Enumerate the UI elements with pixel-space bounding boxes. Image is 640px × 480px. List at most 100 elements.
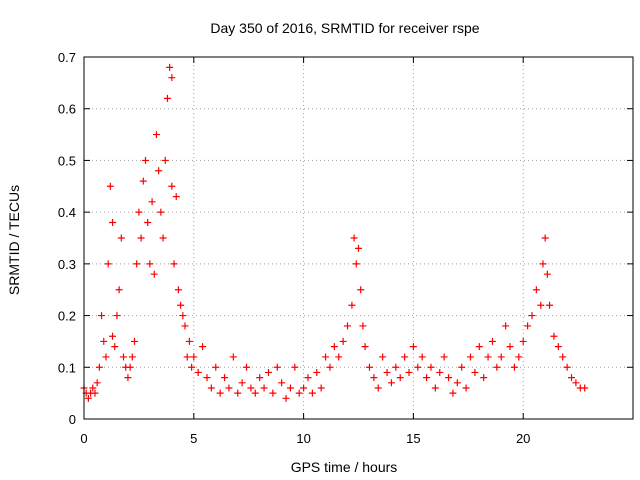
y-tick-label: 0.4 bbox=[58, 205, 76, 220]
data-point bbox=[181, 322, 189, 330]
data-point bbox=[466, 353, 474, 361]
data-point bbox=[229, 353, 237, 361]
data-point bbox=[234, 389, 242, 397]
data-point bbox=[190, 353, 198, 361]
data-point bbox=[431, 384, 439, 392]
data-point bbox=[359, 322, 367, 330]
data-point bbox=[286, 384, 294, 392]
data-point bbox=[493, 363, 501, 371]
data-point bbox=[519, 337, 527, 345]
data-point bbox=[339, 337, 347, 345]
data-point bbox=[543, 270, 551, 278]
data-point bbox=[414, 363, 422, 371]
data-point bbox=[502, 322, 510, 330]
data-point bbox=[113, 312, 121, 320]
data-point bbox=[183, 353, 191, 361]
y-axis-title: SRMTID / TECUs bbox=[6, 185, 22, 295]
data-point bbox=[216, 389, 224, 397]
data-point bbox=[370, 374, 378, 382]
data-point bbox=[137, 234, 145, 242]
data-point bbox=[100, 337, 108, 345]
data-point bbox=[423, 374, 431, 382]
data-point bbox=[497, 353, 505, 361]
data-point bbox=[144, 218, 152, 226]
data-point bbox=[150, 270, 158, 278]
data-point bbox=[396, 374, 404, 382]
x-tick-label: 0 bbox=[80, 431, 87, 446]
data-point bbox=[203, 374, 211, 382]
data-point bbox=[317, 384, 325, 392]
data-point bbox=[278, 379, 286, 387]
data-point bbox=[109, 332, 117, 340]
data-point bbox=[102, 353, 110, 361]
chart-title: Day 350 of 2016, SRMTID for receiver rsp… bbox=[210, 20, 479, 36]
data-point bbox=[563, 363, 571, 371]
data-point bbox=[524, 322, 532, 330]
data-point bbox=[282, 394, 290, 402]
data-point bbox=[159, 234, 167, 242]
data-point bbox=[462, 384, 470, 392]
x-tick-label: 20 bbox=[516, 431, 530, 446]
data-point bbox=[300, 384, 308, 392]
data-point bbox=[139, 177, 147, 185]
data-point bbox=[194, 368, 202, 376]
y-tick-label: 0.6 bbox=[58, 102, 76, 117]
data-point bbox=[128, 353, 136, 361]
grid bbox=[84, 57, 633, 419]
data-point bbox=[532, 286, 540, 294]
data-point bbox=[392, 363, 400, 371]
data-point bbox=[177, 301, 185, 309]
data-point bbox=[256, 374, 264, 382]
data-point bbox=[488, 337, 496, 345]
data-point bbox=[185, 337, 193, 345]
data-point bbox=[506, 343, 514, 351]
data-point bbox=[401, 353, 409, 361]
data-point bbox=[264, 368, 272, 376]
data-point bbox=[117, 234, 125, 242]
y-tick-label: 0.5 bbox=[58, 153, 76, 168]
data-point bbox=[152, 131, 160, 139]
data-point bbox=[308, 389, 316, 397]
data-point bbox=[199, 343, 207, 351]
data-point bbox=[383, 368, 391, 376]
data-point bbox=[163, 94, 171, 102]
y-tick-label: 0.3 bbox=[58, 257, 76, 272]
data-point bbox=[111, 343, 119, 351]
x-axis-title: GPS time / hours bbox=[291, 459, 398, 475]
data-point bbox=[93, 379, 101, 387]
data-point bbox=[188, 363, 196, 371]
data-point bbox=[344, 322, 352, 330]
data-point bbox=[243, 363, 251, 371]
data-point bbox=[510, 363, 518, 371]
data-point bbox=[445, 374, 453, 382]
data-point bbox=[104, 260, 112, 268]
data-point bbox=[238, 379, 246, 387]
data-point bbox=[515, 353, 523, 361]
data-point bbox=[168, 74, 176, 82]
data-point bbox=[374, 384, 382, 392]
y-tick-label: 0 bbox=[69, 412, 76, 427]
data-point bbox=[98, 312, 106, 320]
data-point bbox=[350, 234, 358, 242]
data-point bbox=[355, 244, 362, 252]
data-point bbox=[581, 384, 589, 392]
data-point bbox=[170, 260, 178, 268]
data-point bbox=[295, 389, 303, 397]
data-point bbox=[91, 389, 99, 397]
data-point bbox=[146, 260, 154, 268]
axis-ticks: 0 5 10 15 20 0 0.1 0.2 0.3 0.4 0.5 0.6 0.7 bbox=[58, 50, 633, 446]
data-point bbox=[361, 343, 369, 351]
data-point bbox=[559, 353, 567, 361]
data-point bbox=[131, 337, 139, 345]
data-point bbox=[352, 260, 360, 268]
data-point bbox=[221, 374, 229, 382]
data-point bbox=[115, 286, 123, 294]
data-point bbox=[387, 379, 395, 387]
y-tick-label: 0.7 bbox=[58, 50, 76, 65]
data-point bbox=[449, 389, 457, 397]
data-point bbox=[418, 353, 426, 361]
data-point bbox=[133, 260, 141, 268]
data-point bbox=[546, 301, 554, 309]
data-point bbox=[480, 374, 488, 382]
